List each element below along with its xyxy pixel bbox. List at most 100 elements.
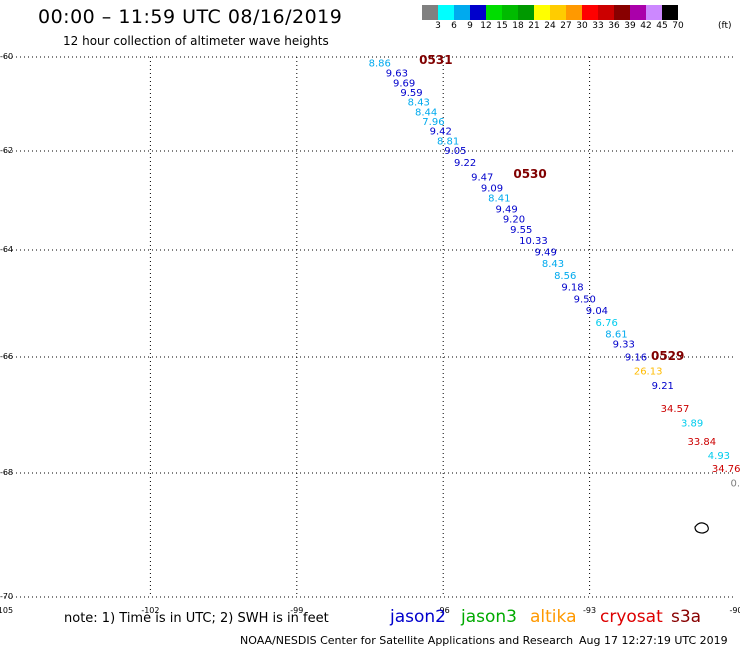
lat-label: -60 <box>0 52 13 61</box>
swh-observation: 9.49 <box>535 247 557 258</box>
page-subtitle: 12 hour collection of altimeter wave hei… <box>63 34 329 48</box>
lon-label: -93 <box>583 606 596 615</box>
color-legend-value: 30 <box>576 21 588 31</box>
swh-observation: 6.76 <box>596 318 618 329</box>
swh-observation: 8.44 <box>415 107 437 118</box>
swh-observation: 8.56 <box>554 271 576 282</box>
swh-observation: 8.41 <box>488 193 510 204</box>
color-swatch <box>454 5 470 20</box>
swh-observation: 9.20 <box>503 214 525 225</box>
color-swatch <box>630 5 646 20</box>
color-legend <box>422 5 678 21</box>
swh-observation: 9.59 <box>400 88 422 99</box>
swh-observation: 8.61 <box>605 330 627 341</box>
lat-label: -70 <box>0 592 13 601</box>
color-swatch <box>598 5 614 20</box>
swh-observation: 7.96 <box>422 117 444 128</box>
color-legend-unit: (ft) <box>718 21 732 31</box>
color-swatch <box>486 5 502 20</box>
pass-time-label: 0529 <box>651 349 684 363</box>
color-swatch <box>534 5 550 20</box>
color-legend-value: 6 <box>451 21 457 31</box>
swh-observation: 9.42 <box>430 127 452 138</box>
coastline-island <box>694 522 709 534</box>
color-swatch <box>662 5 678 20</box>
swh-observation: 9.69 <box>393 79 415 90</box>
footer-note: note: 1) Time is in UTC; 2) SWH is in fe… <box>64 611 329 626</box>
swh-observation: 4.93 <box>708 451 730 462</box>
credit-line: NOAA/NESDIS Center for Satellite Applica… <box>240 634 574 647</box>
color-legend-value: 21 <box>528 21 540 31</box>
color-swatch <box>646 5 662 20</box>
axis-labels: -60 -62 -64 -66 -68 -70 -105 -102 -99 -96 -93 -90 <box>0 52 740 615</box>
swh-observation: 8.43 <box>408 97 430 108</box>
swh-observation: 8.86 <box>369 58 391 69</box>
swh-observation: 9.33 <box>613 339 635 350</box>
swh-observation: 9.16 <box>625 352 647 363</box>
color-legend-value: 36 <box>608 21 620 31</box>
satellite-altika: altika <box>530 607 577 627</box>
color-legend-value: 12 <box>480 21 492 31</box>
swh-observation: 9.49 <box>496 204 518 215</box>
swh-observation: 9.09 <box>481 184 503 195</box>
swh-observation: 9.22 <box>454 158 476 169</box>
swh-observation: 9.50 <box>574 294 596 305</box>
color-legend-value: 45 <box>656 21 668 31</box>
color-legend-value: 27 <box>560 21 572 31</box>
swh-observation: 9.47 <box>471 173 493 184</box>
swh-observation: 3.89 <box>681 419 703 430</box>
color-swatch <box>550 5 566 20</box>
satellite-jason2: jason2 <box>390 607 446 627</box>
lon-label: -99 <box>290 606 303 615</box>
lat-label: -68 <box>0 468 13 477</box>
color-legend-value: 42 <box>640 21 652 31</box>
color-legend-value: 33 <box>592 21 604 31</box>
map-grid <box>4 56 736 598</box>
swh-observation: 9.63 <box>386 69 408 80</box>
observations-layer: 8.869.639.699.598.438.447.969.428.819.05… <box>369 58 740 489</box>
satellite-cryosat: cryosat <box>600 607 663 627</box>
swh-observation: 9.21 <box>652 381 674 392</box>
satellite-jason3: jason3 <box>461 607 517 627</box>
color-legend-value: 3 <box>435 21 441 31</box>
lon-label: -90 <box>729 606 740 615</box>
lat-label: -66 <box>0 352 13 361</box>
color-legend-value: 24 <box>544 21 556 31</box>
swh-observation: 9.04 <box>586 306 608 317</box>
color-legend-value: 9 <box>467 21 473 31</box>
swh-observation: 26.13 <box>634 366 663 377</box>
pass-time-label: 0531 <box>419 53 452 67</box>
swh-observation: 9.18 <box>561 283 583 294</box>
swh-observation: 34.76 <box>712 464 740 475</box>
color-swatch <box>470 5 486 20</box>
lat-label: -64 <box>0 245 13 254</box>
color-legend-value: 39 <box>624 21 636 31</box>
color-legend-value: 18 <box>512 21 524 31</box>
swh-observation: 34.57 <box>661 404 690 415</box>
swh-observation: 9.05 <box>444 146 466 157</box>
swh-observation: 33.84 <box>688 437 717 448</box>
timestamp: Aug 17 12:27:19 UTC 2019 <box>579 634 728 647</box>
lat-label: -62 <box>0 146 13 155</box>
color-swatch <box>582 5 598 20</box>
swh-observation: 10.33 <box>519 236 548 247</box>
swh-observation: 9.55 <box>510 225 532 236</box>
swh-observation: 8.81 <box>437 136 459 147</box>
time-labels-layer: 0531 0530 0529 <box>419 53 684 363</box>
lon-label: -96 <box>437 606 450 615</box>
pass-time-label: 0530 <box>513 167 546 181</box>
color-swatch <box>518 5 534 20</box>
color-swatch <box>422 5 438 20</box>
lon-label: -105 <box>0 606 13 615</box>
page-title: 00:00 – 11:59 UTC 08/16/2019 <box>38 6 343 28</box>
color-legend-value: 70 <box>672 21 684 31</box>
lon-label: -102 <box>141 606 159 615</box>
color-swatch <box>566 5 582 20</box>
color-swatch <box>614 5 630 20</box>
color-swatch <box>438 5 454 20</box>
swh-observation: 8.43 <box>542 259 564 270</box>
color-swatch <box>502 5 518 20</box>
swh-observation: 0.5 <box>730 479 740 490</box>
color-legend-value: 15 <box>496 21 508 31</box>
